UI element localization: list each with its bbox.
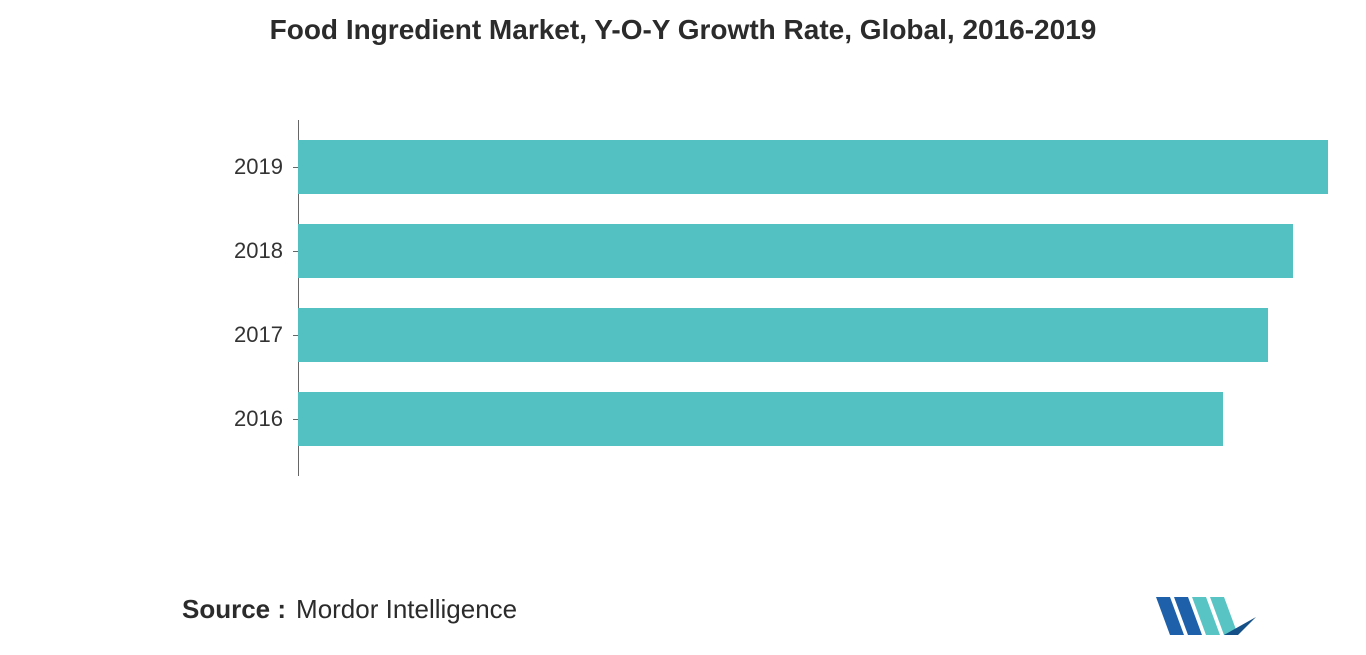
y-axis-label: 2019 [203, 154, 283, 180]
source-label: Source : [182, 594, 286, 625]
bar [298, 224, 1293, 278]
bar [298, 308, 1268, 362]
bar-row [298, 140, 1328, 194]
source-value: Mordor Intelligence [296, 594, 517, 625]
source-line: Source : Mordor Intelligence [182, 594, 517, 625]
bar-row [298, 392, 1223, 446]
bar [298, 392, 1223, 446]
chart-container: Food Ingredient Market, Y-O-Y Growth Rat… [0, 0, 1366, 655]
plot-area [298, 120, 1328, 480]
y-axis-label: 2018 [203, 238, 283, 264]
bar-row [298, 308, 1268, 362]
mordor-logo-icon [1156, 587, 1256, 635]
y-axis-label: 2016 [203, 406, 283, 432]
bar [298, 140, 1328, 194]
chart-title: Food Ingredient Market, Y-O-Y Growth Rat… [0, 14, 1366, 46]
bar-row [298, 224, 1293, 278]
y-axis-label: 2017 [203, 322, 283, 348]
